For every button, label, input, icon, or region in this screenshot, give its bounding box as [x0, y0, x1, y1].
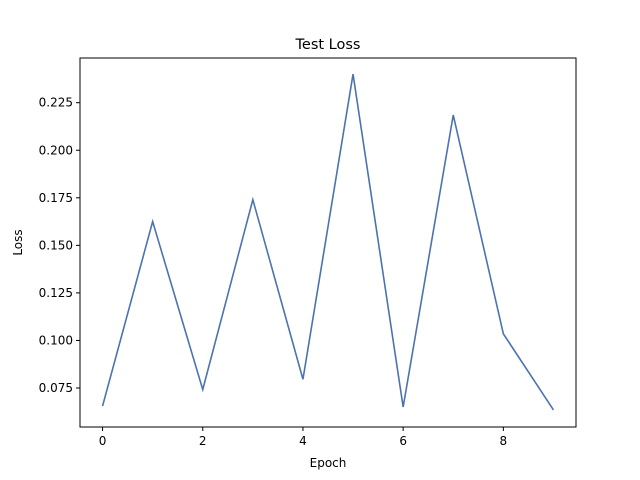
y-tick-label: 0.225 [39, 96, 73, 110]
x-tick-label: 6 [399, 434, 407, 448]
plot-area [101, 74, 555, 411]
y-tick-label: 0.200 [39, 143, 73, 157]
y-tick-label: 0.125 [39, 286, 73, 300]
x-axis-label: Epoch [310, 456, 347, 470]
x-tick-label: 8 [500, 434, 508, 448]
x-axis: 0 2 4 6 8 [99, 427, 507, 448]
y-tick-label: 0.150 [39, 238, 73, 252]
y-tick-label: 0.175 [39, 191, 73, 205]
y-tick-label: 0.075 [39, 381, 73, 395]
y-tick-label: 0.100 [39, 333, 73, 347]
x-tick-label: 0 [99, 434, 107, 448]
x-tick-label: 2 [199, 434, 207, 448]
chart-title: Test Loss [295, 37, 361, 53]
y-axis-label: Loss [11, 229, 25, 255]
x-tick-label: 4 [299, 434, 307, 448]
y-axis: 0.075 0.100 0.125 0.150 0.175 0.200 0.225 [39, 96, 80, 395]
series-line [101, 74, 555, 411]
axes-frame [79, 57, 577, 428]
